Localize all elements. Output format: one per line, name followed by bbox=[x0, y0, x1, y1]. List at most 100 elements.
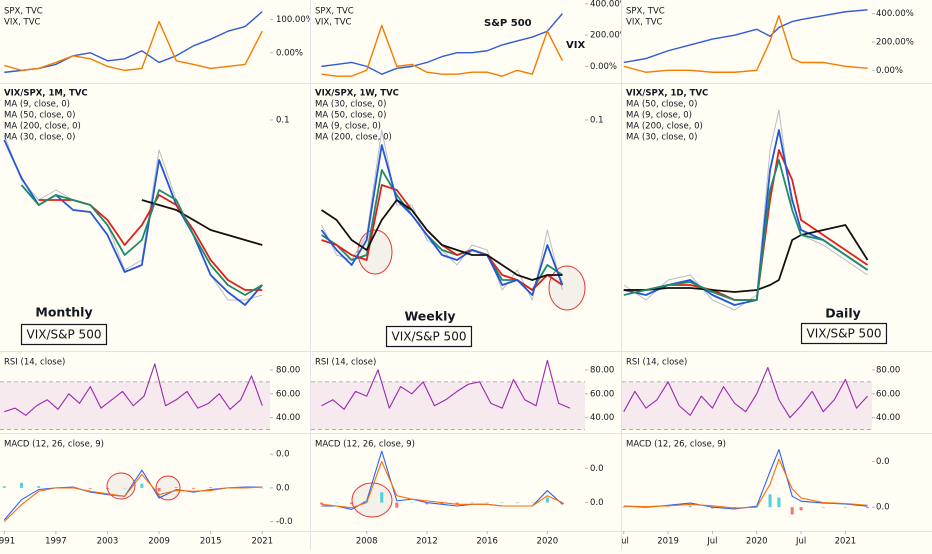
histogram-bar bbox=[243, 487, 247, 488]
histogram-bar bbox=[226, 487, 230, 489]
legend-entry: VIX/SPX, 1W, TVC bbox=[315, 89, 399, 99]
rsi-band bbox=[622, 381, 872, 430]
x-tick-label: 2019 bbox=[657, 537, 679, 547]
histogram-bar bbox=[545, 497, 549, 503]
y-tick-label: 80.00 bbox=[876, 365, 900, 375]
histogram-bar bbox=[19, 482, 23, 488]
x-tick-label: Jul bbox=[795, 537, 806, 547]
label-box bbox=[385, 325, 473, 348]
y-tick-label: 0.0 bbox=[276, 450, 290, 460]
histogram-bar bbox=[485, 502, 489, 504]
y-tick-label: 80.00 bbox=[276, 365, 300, 375]
histogram-bar bbox=[688, 505, 692, 508]
series-line bbox=[321, 24, 564, 77]
series-line bbox=[321, 13, 563, 75]
histogram-bar bbox=[843, 507, 847, 508]
box-label: VIX/S&P 500 bbox=[27, 328, 102, 342]
series-annotation: S&P 500 bbox=[484, 18, 532, 29]
timeframe-label: Daily bbox=[825, 306, 861, 321]
legend-entry: SPX, TVC bbox=[4, 7, 43, 17]
pane-title: RSI (14, close) bbox=[4, 358, 65, 368]
series-line bbox=[623, 9, 868, 64]
histogram-bar bbox=[500, 502, 504, 504]
legend-entry: MA (200, close, 0) bbox=[4, 122, 81, 132]
x-tick-label: 2009 bbox=[148, 537, 170, 547]
x-tick-label: 2008 bbox=[356, 537, 378, 547]
timeframe-label: Monthly bbox=[35, 305, 92, 320]
histogram-bar bbox=[260, 487, 264, 489]
histogram-bar bbox=[71, 487, 75, 488]
series-line bbox=[623, 15, 868, 73]
histogram-bar bbox=[2, 486, 6, 488]
histogram-bar bbox=[821, 507, 825, 508]
legend-entry: VIX/SPX, 1D, TVC bbox=[626, 89, 708, 99]
y-tick-label: 200.00% bbox=[876, 38, 914, 48]
label-box bbox=[800, 322, 888, 345]
histogram-bar bbox=[666, 506, 670, 508]
series-annotation: VIX bbox=[566, 40, 585, 51]
legend-entry: MA (200, close, 0) bbox=[315, 133, 392, 143]
histogram-bar bbox=[335, 502, 339, 504]
histogram-bar bbox=[365, 500, 369, 503]
y-tick-label: 40.00 bbox=[590, 413, 614, 423]
box-label: VIX/S&P 500 bbox=[392, 330, 467, 344]
pane-title: MACD (12, 26, close, 9) bbox=[4, 440, 104, 450]
y-tick-label: 0.00% bbox=[876, 66, 903, 76]
y-tick-label: 40.00 bbox=[276, 413, 300, 423]
rsi-band bbox=[0, 381, 270, 430]
histogram-bar bbox=[123, 487, 127, 489]
histogram-bar bbox=[157, 487, 161, 492]
histogram-bar bbox=[790, 507, 794, 515]
series-line bbox=[623, 448, 868, 510]
x-tick-label: 2003 bbox=[97, 537, 119, 547]
legend-entry: SPX, TVC bbox=[315, 7, 354, 17]
y-tick-label: 0.0 bbox=[590, 498, 604, 508]
histogram-bar bbox=[560, 502, 564, 505]
y-tick-label: 0.0 bbox=[876, 457, 890, 467]
legend-entry: MA (9, close, 0) bbox=[315, 122, 381, 132]
series-line bbox=[321, 199, 563, 281]
x-tick-label: 2012 bbox=[416, 537, 438, 547]
legend-entry: MA (50, close, 0) bbox=[626, 100, 697, 110]
legend-entry: MA (30, close, 0) bbox=[4, 133, 75, 143]
histogram-bar bbox=[799, 507, 803, 511]
x-tick-label: 1991 bbox=[0, 537, 15, 547]
histogram-bar bbox=[320, 502, 324, 505]
y-tick-label: 400.00% bbox=[876, 9, 914, 19]
y-tick-label: 60.00 bbox=[276, 389, 300, 399]
histogram-bar bbox=[425, 502, 429, 505]
histogram-bar bbox=[54, 487, 58, 489]
pane-title: MACD (12, 26, close, 9) bbox=[626, 440, 726, 450]
x-tick-label: 2020 bbox=[537, 537, 559, 547]
series-line bbox=[320, 144, 564, 296]
histogram-bar bbox=[380, 492, 384, 503]
series-line bbox=[141, 199, 263, 246]
y-tick-label: 400.00% bbox=[590, 0, 628, 9]
legend-entry: VIX/SPX, 1M, TVC bbox=[4, 89, 88, 99]
histogram-bar bbox=[768, 494, 772, 508]
series-line bbox=[623, 224, 869, 293]
series-line bbox=[623, 366, 868, 419]
histogram-bar bbox=[174, 487, 178, 488]
histogram-bar bbox=[455, 502, 459, 505]
label-box bbox=[20, 323, 108, 346]
legend-entry: SPX, TVC bbox=[626, 7, 665, 17]
series-line bbox=[20, 184, 263, 296]
x-tick-label: Jul bbox=[706, 537, 717, 547]
box-label: VIX/S&P 500 bbox=[807, 327, 882, 341]
x-tick-label: 2021 bbox=[835, 537, 857, 547]
x-tick-label: Jul bbox=[618, 537, 629, 547]
rsi-band bbox=[311, 381, 585, 430]
legend-entry: MA (50, close, 0) bbox=[315, 111, 386, 121]
series-line bbox=[4, 20, 263, 72]
y-tick-label: 0.0 bbox=[276, 483, 290, 493]
y-tick-label: 40.00 bbox=[876, 413, 900, 423]
histogram-bar bbox=[777, 497, 781, 508]
histogram-bar bbox=[530, 502, 534, 504]
histogram-bar bbox=[88, 487, 92, 489]
